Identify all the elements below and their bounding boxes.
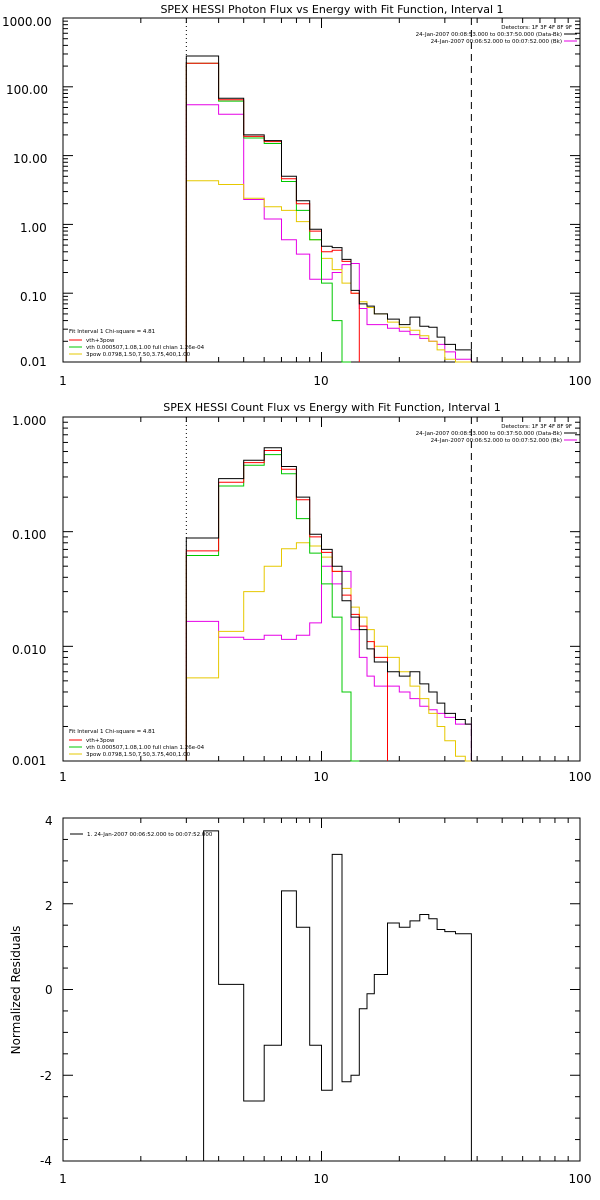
count-series-group [185,447,472,762]
residuals-chart: 4 2 0 -2 -4 1 10 100 Normalized Residual… [9,814,591,1186]
residuals-series-group [186,830,472,1162]
photon-chart-title: SPEX HESSI Photon Flux vs Energy with Fi… [160,3,503,16]
count-series-vth [185,454,360,762]
photon-legend-bottom-left: Fit Interval 1 Chi-square = 4.81 vth+3po… [69,329,205,358]
count-series-bk [185,565,472,761]
residuals-ylabel: Normalized Residuals [9,926,23,1055]
photon-legend-vth-label: vth 0.000507,1.08,1.00 full chian 1.26e-… [86,345,205,351]
photon-xtick-label: 10 [313,374,328,388]
photon-flux-chart: SPEX HESSI Photon Flux vs Energy with Fi… [2,3,591,388]
count-xtick-label: 100 [569,770,592,784]
count-interval-data-label: 24-Jan-2007 00:08:53.000 to 00:37:50.000… [416,431,562,437]
count-legend-vth-label: vth 0.000507,1.08,1.00 full chian 1.26e-… [86,745,205,751]
photon-series-group [185,55,472,363]
count-legend-bottom-left: Fit Interval 1 Chi-square = 4.81 vth+3po… [69,729,205,758]
count-flux-chart: SPEX HESSI Count Flux vs Energy with Fit… [12,401,591,784]
count-ytick-label: 0.001 [12,754,46,768]
count-legend-3pow-label: 3pow 0.0798,1.50,7.50,3.75,400,1.00 [86,752,191,758]
photon-ytick-label: 100.00 [6,83,48,97]
count-ytick-label: 0.010 [12,643,46,657]
photon-legend-3pow-label: 3pow 0.0798,1.50,7.50,3.75,400,1.00 [86,352,191,358]
count-xtick-label: 1 [59,770,67,784]
residuals-ytick-label: 2 [45,899,53,913]
photon-xtick-label: 1 [59,374,67,388]
residuals-xtick-label: 1 [59,1172,67,1186]
photon-ytick-label: 1.00 [20,221,47,235]
count-fit-summary: Fit Interval 1 Chi-square = 4.81 [69,729,155,735]
count-detectors-label: Detectors: 1F 3F 4F 8F 9F [501,424,572,430]
photon-interval-bk-label: 24-Jan-2007 00:06:52.000 to 00:07:52.000… [431,39,562,45]
photon-ytick-label: 0.10 [20,290,47,304]
residuals-xtick-label: 10 [313,1172,328,1186]
residuals-ytick-label: -2 [40,1069,52,1083]
residuals-series-total [186,830,472,1162]
count-legend-top-right: Detectors: 1F 3F 4F 8F 9F 24-Jan-2007 00… [416,424,577,444]
photon-interval-data-label: 24-Jan-2007 00:08:53.000 to 00:37:50.000… [416,32,562,38]
photon-legend-vthpow-label: vth+3pow [86,338,115,344]
count-series-total [185,447,472,761]
count-xtick-label: 10 [313,770,328,784]
photon-detectors-label: Detectors: 1F 3F 4F 8F 9F [501,25,572,31]
residuals-xtick-label: 100 [569,1172,592,1186]
residuals-ytick-label: -4 [40,1154,52,1168]
count-legend-vthpow-label: vth+3pow [86,738,115,744]
residuals-ytick-label: 0 [45,983,53,997]
photon-ytick-label: 0.01 [20,355,47,369]
residuals-axis-ticks [62,817,580,1162]
photon-ytick-label: 1000.00 [2,15,52,29]
photon-series-total [185,55,472,362]
count-chart-title: SPEX HESSI Count Flux vs Energy with Fit… [163,401,500,414]
photon-ytick-label: 10.00 [13,152,47,166]
count-ytick-label: 1.000 [12,414,46,428]
photon-fit-summary: Fit Interval 1 Chi-square = 4.81 [69,329,155,335]
photon-legend-top-right: Detectors: 1F 3F 4F 8F 9F 24-Jan-2007 00… [416,25,577,45]
residuals-ytick-label: 4 [45,814,53,828]
residuals-legend-label: 1. 24-Jan-2007 00:06:52.000 to 00:07:52.… [87,832,213,838]
count-axis-ticks [62,417,580,762]
photon-axis-ticks [62,18,580,363]
residuals-legend: 1. 24-Jan-2007 00:06:52.000 to 00:07:52.… [70,832,213,838]
photon-series-vth_plus_3pow [185,62,360,362]
photon-xtick-label: 100 [569,374,592,388]
count-interval-bk-label: 24-Jan-2007 00:06:52.000 to 00:07:52.000… [431,438,562,444]
count-ytick-label: 0.100 [12,528,46,542]
